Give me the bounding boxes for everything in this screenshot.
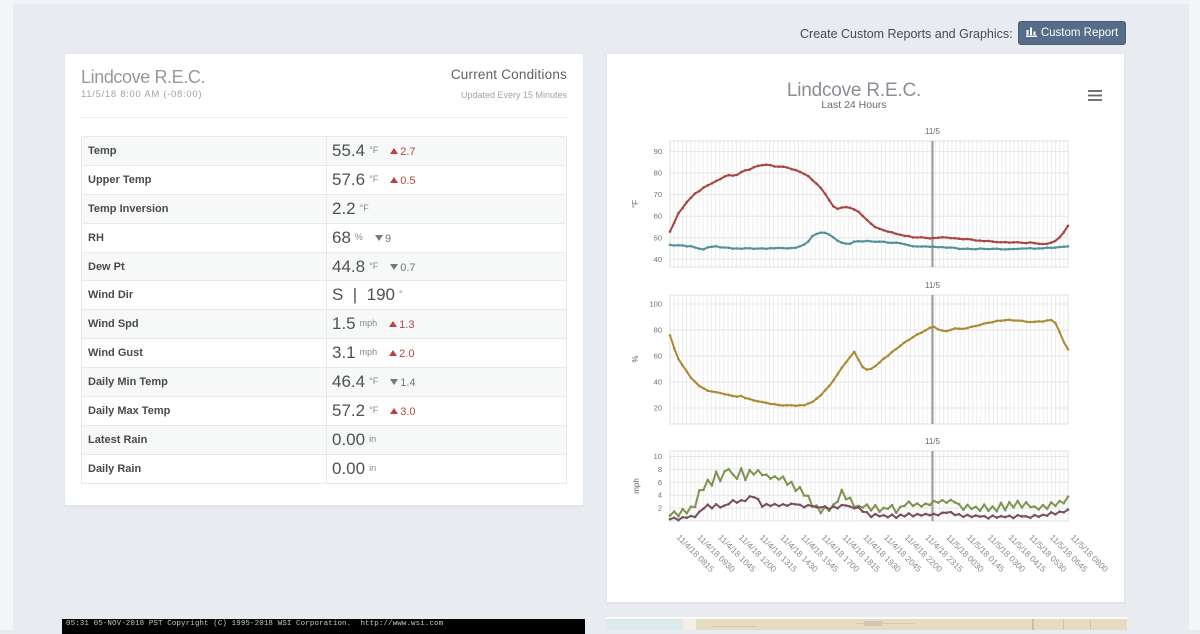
svg-text:20: 20 [654,404,662,413]
svg-text:6: 6 [658,478,662,487]
svg-text:90: 90 [654,147,662,156]
svg-text:80: 80 [654,326,662,335]
svg-text:40: 40 [654,255,662,264]
svg-text:11/5: 11/5 [925,281,941,290]
svg-text:100: 100 [649,300,662,309]
svg-text:mph: mph [632,478,641,494]
svg-text:50: 50 [654,233,662,242]
svg-text:60: 60 [654,352,662,361]
svg-text:70: 70 [654,190,662,199]
svg-text:11/5: 11/5 [925,127,941,136]
svg-text:80: 80 [654,169,662,178]
svg-text:10: 10 [654,452,662,461]
svg-text:2: 2 [658,504,662,513]
svg-text:60: 60 [654,212,662,221]
svg-text:°F: °F [631,200,640,208]
svg-text:%: % [631,355,640,362]
svg-text:Lindcove R.E.C.: Lindcove R.E.C. [787,80,921,101]
svg-text:40: 40 [654,378,662,387]
svg-text:8: 8 [658,465,662,474]
svg-text:Last 24 Hours: Last 24 Hours [821,99,886,111]
svg-text:4: 4 [658,491,662,500]
svg-text:11/5: 11/5 [925,437,941,446]
